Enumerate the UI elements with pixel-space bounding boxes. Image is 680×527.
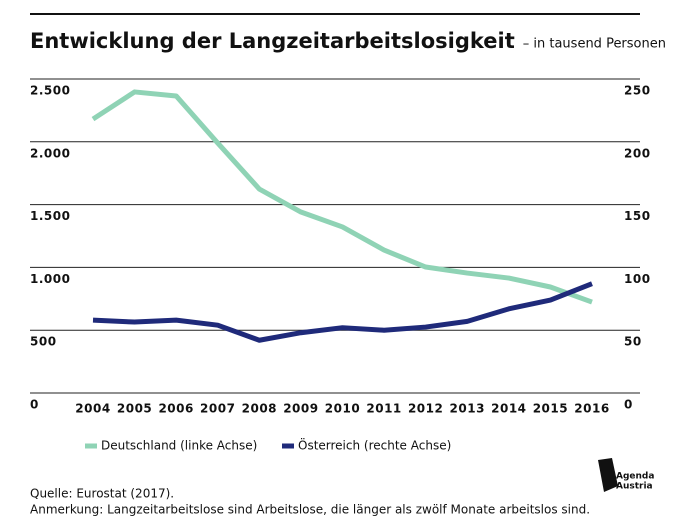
x-tick-label: 2009 bbox=[283, 402, 318, 416]
x-tick-label: 2014 bbox=[491, 402, 526, 416]
y2-tick-label: 100 bbox=[624, 272, 651, 286]
x-tick-label: 2004 bbox=[75, 402, 110, 416]
x-tick-label: 2010 bbox=[325, 402, 360, 416]
chart-subtitle: – in tausend Personen bbox=[523, 37, 666, 52]
x-tick-label: 2016 bbox=[574, 402, 609, 416]
legend-label: Österreich (rechte Achse) bbox=[298, 437, 451, 453]
x-tick-label: 2007 bbox=[200, 402, 235, 416]
x-tick-label: 2012 bbox=[408, 402, 443, 416]
y-tick-label: 2.500 bbox=[30, 84, 70, 98]
y-tick-label: 2.000 bbox=[30, 146, 70, 160]
line-series bbox=[92, 281, 593, 343]
y-tick-label: 0 bbox=[30, 398, 39, 412]
x-tick-label: 2011 bbox=[366, 402, 401, 416]
x-tick-label: 2013 bbox=[450, 402, 485, 416]
logo-text: Agenda bbox=[616, 472, 654, 482]
line-series bbox=[91, 89, 593, 305]
x-tick-label: 2008 bbox=[242, 402, 277, 416]
x-tick-label: 2006 bbox=[158, 402, 193, 416]
x-tick-label: 2015 bbox=[533, 402, 568, 416]
x-tick-label: 2005 bbox=[117, 402, 152, 416]
y2-tick-label: 0 bbox=[624, 398, 633, 412]
y-tick-label: 1.000 bbox=[30, 272, 70, 286]
chart-title: Entwicklung der Langzeitarbeitslosigkeit bbox=[30, 29, 515, 53]
y2-tick-label: 50 bbox=[624, 335, 642, 349]
y2-tick-label: 150 bbox=[624, 209, 651, 223]
legend-label: Deutschland (linke Achse) bbox=[101, 439, 257, 453]
source: Quelle: Eurostat (2017). bbox=[30, 487, 174, 501]
y-tick-label: 1.500 bbox=[30, 209, 70, 223]
note: Anmerkung: Langzeitarbeitslose sind Arbe… bbox=[30, 503, 590, 517]
logo-text: Austria bbox=[616, 482, 653, 492]
y-tick-label: 500 bbox=[30, 335, 57, 349]
logo-icon bbox=[598, 458, 618, 492]
y2-tick-label: 200 bbox=[624, 146, 651, 160]
y2-tick-label: 250 bbox=[624, 84, 651, 98]
